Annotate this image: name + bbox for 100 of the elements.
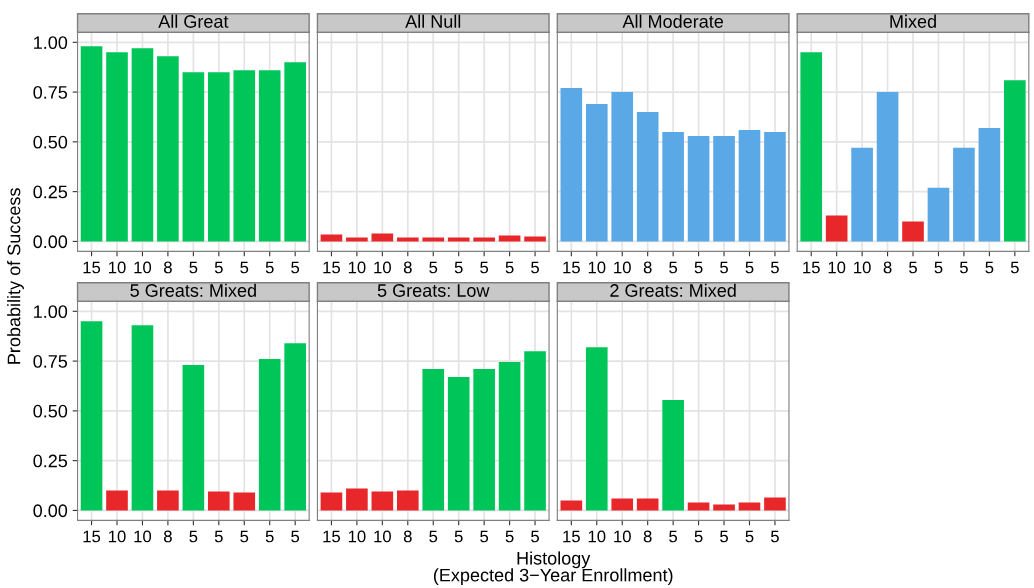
- bar: [662, 131, 684, 242]
- bar: [902, 221, 924, 242]
- chart-title: 2 Greats: Mixed: [610, 283, 736, 297]
- bar: [738, 129, 761, 242]
- x-tick-label: 5: [720, 530, 728, 543]
- x-tick-label: 10: [614, 261, 631, 274]
- bar: [851, 147, 873, 242]
- x-tick-label: 5: [694, 530, 703, 543]
- x-tick-label: 15: [323, 261, 341, 274]
- bar: [636, 498, 659, 511]
- x-tick-label: 5: [531, 261, 539, 274]
- y-tick-label: 1.00: [34, 305, 68, 319]
- bar: [131, 48, 154, 242]
- x-tick-label: 10: [374, 261, 391, 274]
- bar: [764, 131, 786, 242]
- y-tick-label: 0.25: [33, 185, 68, 199]
- x-tick-label: 8: [403, 530, 412, 543]
- y-tick-label: 0.75: [33, 86, 68, 99]
- x-tick-label: 5: [189, 261, 198, 274]
- x-tick-label: 5: [745, 530, 754, 543]
- x-tick-label: 5: [265, 261, 274, 274]
- x-tick-label: 5: [240, 530, 249, 543]
- x-tick-label: 10: [348, 530, 366, 543]
- x-tick-label: 8: [643, 530, 652, 543]
- y-tick-label: 1.00: [34, 36, 68, 50]
- bar: [764, 497, 786, 511]
- x-tick-label: 10: [348, 261, 366, 274]
- x-tick-label: 15: [563, 261, 580, 274]
- bar: [978, 127, 1001, 242]
- bar: [713, 504, 735, 511]
- x-tick-label: 5: [480, 530, 489, 543]
- x-tick-label: 5: [214, 261, 223, 274]
- bar: [524, 351, 546, 511]
- chart-title: 5 Greats: Mixed: [130, 283, 256, 297]
- x-tick-label: 8: [164, 530, 172, 543]
- y-tick-label: 0.75: [33, 355, 68, 368]
- x-tick-label: 10: [109, 261, 126, 274]
- y-tick-label: 0.50: [33, 404, 68, 418]
- bar: [422, 369, 445, 511]
- bar: [80, 321, 103, 511]
- chart-title: All Moderate: [622, 14, 724, 28]
- x-tick-label: 10: [109, 530, 126, 543]
- bar: [953, 147, 975, 242]
- bar: [713, 135, 735, 242]
- y-tick-label: 0.50: [33, 135, 68, 149]
- x-tick-label: 5: [770, 530, 779, 543]
- x-tick-label: 5: [429, 530, 438, 543]
- x-tick-label: 5: [429, 261, 438, 274]
- x-tick-label: 5: [531, 530, 539, 543]
- bar: [687, 502, 710, 511]
- bar: [233, 492, 256, 511]
- bar: [447, 377, 470, 511]
- bar: [498, 362, 521, 511]
- x-tick-label: 5: [189, 530, 198, 543]
- x-tick-label: 8: [643, 261, 652, 274]
- x-tick-label: 5: [669, 530, 678, 543]
- bar: [258, 70, 281, 242]
- x-tick-label: 15: [803, 261, 820, 274]
- x-tick-label: 10: [614, 530, 631, 543]
- x-tick-label: 8: [403, 261, 412, 274]
- x-tick-label: 5: [934, 261, 943, 274]
- x-tick-label: 15: [83, 261, 101, 274]
- y-tick-label: 0.00: [33, 504, 68, 518]
- bar: [876, 92, 899, 242]
- bar: [927, 187, 950, 242]
- x-tick-label: 5: [291, 530, 300, 543]
- x-tick-label: 10: [134, 261, 152, 274]
- x-tick-label: 5: [985, 261, 994, 274]
- x-tick-label: 5: [959, 261, 968, 274]
- bar: [396, 490, 419, 511]
- x-tick-label: 5: [720, 261, 728, 274]
- chart-title: All Great: [158, 14, 229, 28]
- x-tick-label: 15: [563, 530, 580, 543]
- bar: [371, 491, 394, 511]
- bar: [131, 325, 154, 511]
- bar: [611, 92, 634, 242]
- bar: [738, 502, 761, 511]
- bar: [662, 399, 684, 511]
- x-tick-label: 5: [694, 261, 703, 274]
- x-tick-label: 5: [505, 530, 514, 543]
- x-tick-label: 10: [134, 530, 152, 543]
- bar: [560, 88, 583, 242]
- x-tick-label: 5: [454, 530, 463, 543]
- bar: [1004, 80, 1026, 242]
- x-tick-label: 5: [505, 261, 514, 274]
- bar: [284, 62, 306, 242]
- x-tick-label: 15: [83, 530, 101, 543]
- bar: [473, 369, 495, 511]
- bar: [106, 52, 128, 242]
- bar: [157, 56, 179, 242]
- bar: [80, 46, 103, 242]
- bar: [585, 347, 608, 511]
- x-tick-label: 8: [883, 261, 892, 274]
- x-tick-label: 5: [265, 530, 274, 543]
- x-tick-label: 5: [291, 261, 300, 274]
- bar: [284, 343, 306, 511]
- x-tick-label: 5: [454, 261, 463, 274]
- chart-title: 5 Greats: Low: [377, 284, 490, 297]
- bar: [800, 52, 823, 242]
- bar: [182, 72, 205, 242]
